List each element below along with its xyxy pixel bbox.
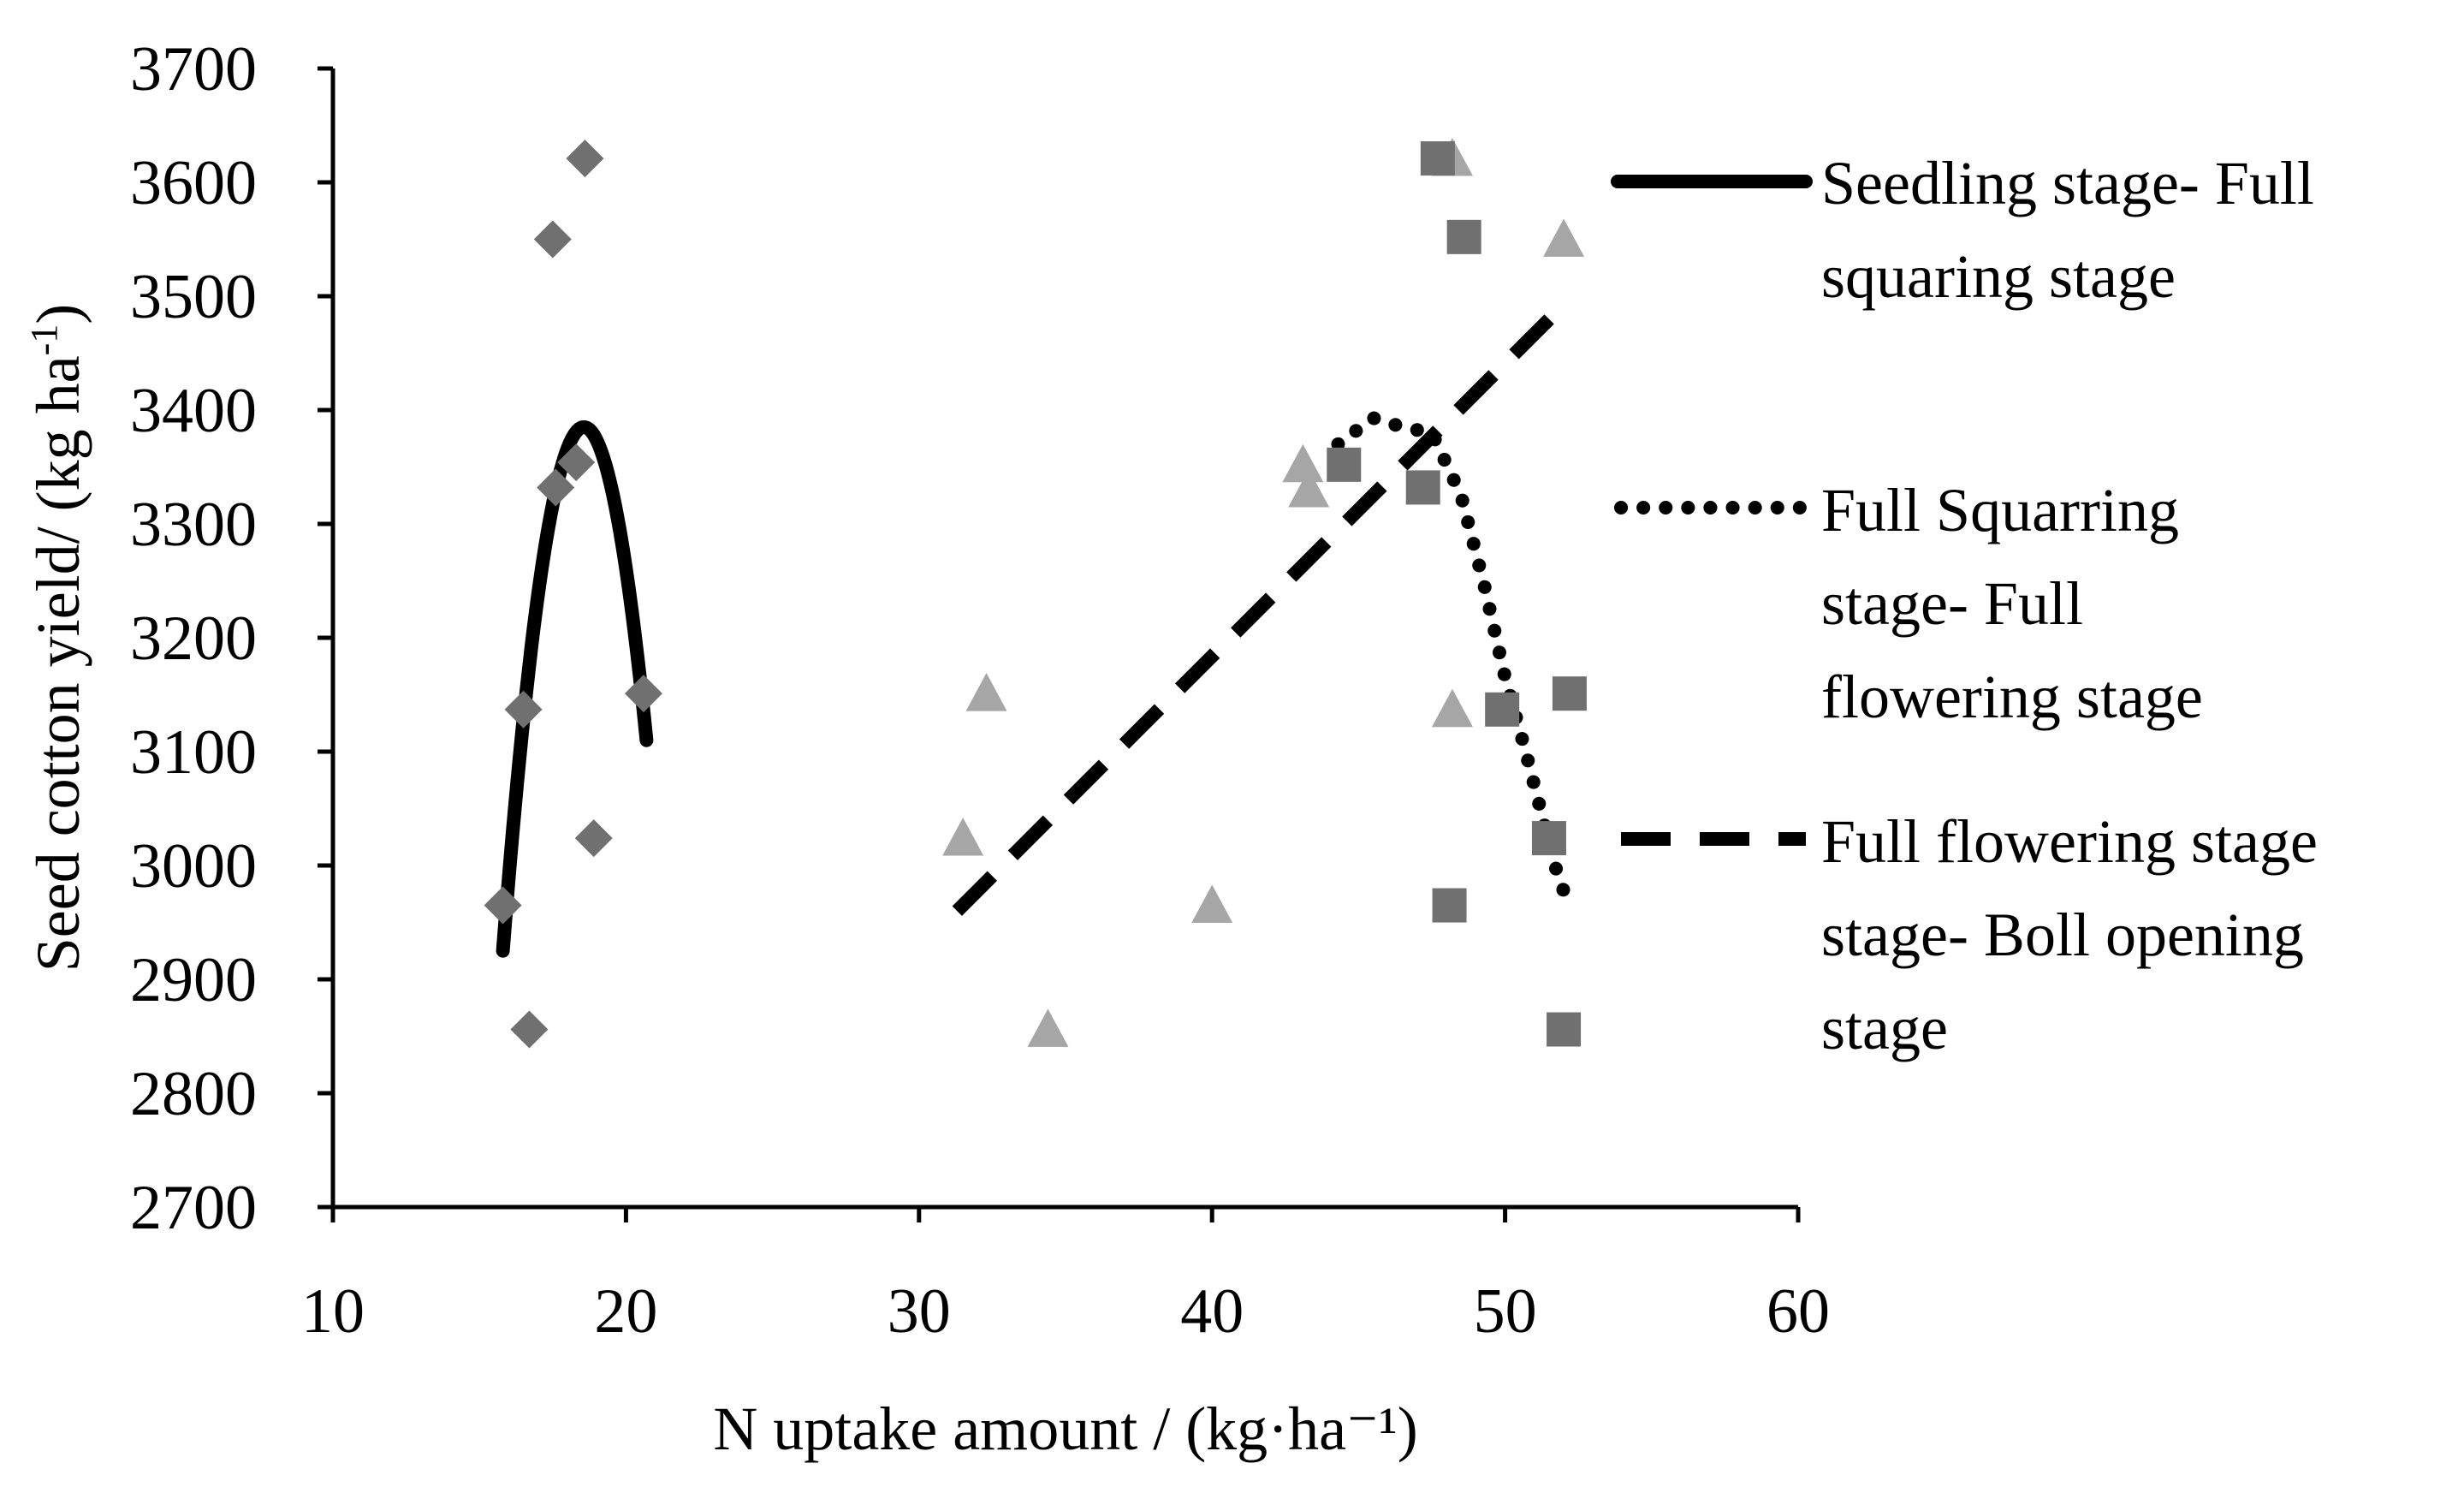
y-axis-title-main: Seed cotton yield/ (kg ha — [24, 355, 92, 972]
x-tick-label: 60 — [1766, 1276, 1830, 1347]
y-tick-label: 3400 — [130, 376, 257, 446]
y-axis-title: Seed cotton yield/ (kg ha-1) — [23, 304, 92, 972]
x-tick-label: 10 — [301, 1276, 365, 1347]
triangle-marker — [1288, 469, 1330, 508]
legend-label-flowering-2: stage- Boll opening — [1821, 901, 2304, 969]
y-tick-label: 3000 — [130, 831, 257, 901]
legend-label-flowering-3: stage — [1821, 994, 1948, 1062]
y-axis-title-sup: -1 — [23, 324, 65, 356]
legend-label-squaring-3: flowering stage — [1821, 663, 2203, 731]
trend-lines — [496, 302, 1574, 958]
trend-line-series-3 — [952, 302, 1566, 916]
diamond-marker — [624, 675, 662, 713]
square-marker — [1485, 692, 1520, 727]
diamond-marker — [574, 819, 613, 858]
diamond-marker — [537, 468, 575, 507]
x-ticks: 10 20 30 40 50 60 — [301, 1207, 1830, 1347]
legend-label-seedling-1: Seedling stage- Full — [1821, 149, 2314, 217]
triangle-marker — [1431, 688, 1473, 728]
y-tick-label: 3200 — [130, 604, 257, 674]
y-tick-label: 3700 — [130, 34, 257, 104]
diamond-marker — [504, 690, 543, 729]
triangle-marker — [965, 673, 1007, 711]
triangle-marker — [1282, 443, 1324, 483]
square-marker — [1432, 888, 1467, 923]
square-marker — [1531, 821, 1566, 856]
data-points — [484, 138, 1587, 1049]
diamond-marker — [533, 220, 572, 259]
trend-line-series-2 — [1331, 410, 1574, 907]
y-axis-title-close: ) — [24, 304, 92, 324]
square-marker — [1552, 676, 1587, 711]
x-tick-label: 20 — [594, 1276, 657, 1347]
legend-label-squaring-2: stage- Full — [1821, 569, 2083, 638]
trend-line-series-1 — [496, 419, 654, 958]
y-tick-label: 3300 — [130, 490, 257, 560]
y-tick-label: 3600 — [130, 148, 257, 218]
y-tick-label: 2900 — [130, 945, 257, 1015]
x-tick-label: 50 — [1474, 1276, 1537, 1347]
triangle-marker — [1543, 218, 1585, 257]
diamond-marker — [510, 1010, 549, 1049]
triangle-marker — [942, 818, 984, 856]
diamond-marker — [566, 140, 604, 178]
triangle-marker — [1027, 1008, 1069, 1047]
x-tick-label: 30 — [888, 1276, 951, 1347]
y-tick-label: 3100 — [130, 717, 257, 788]
y-tick-label: 3500 — [130, 262, 257, 332]
diamond-marker — [557, 443, 596, 482]
square-marker — [1446, 219, 1481, 254]
y-tick-label: 2800 — [130, 1059, 257, 1129]
y-ticks: 2700 2800 2900 3000 3100 3200 3300 3400 3500 3600… — [130, 34, 333, 1243]
square-marker — [1547, 1012, 1582, 1047]
square-marker — [1420, 141, 1455, 176]
x-tick-label: 40 — [1180, 1276, 1244, 1347]
legend: Seedling stage- Full squaring stage Full… — [1611, 149, 2318, 1062]
square-marker — [1405, 470, 1440, 505]
diamond-marker — [484, 886, 522, 925]
x-axis-title: N uptake amount / (kg·ha⁻¹) — [713, 1395, 1417, 1463]
square-marker — [1327, 447, 1362, 482]
y-tick-label: 2700 — [130, 1173, 257, 1243]
legend-label-seedling-2: squaring stage — [1821, 242, 2176, 311]
legend-label-squaring-1: Full Squarring — [1821, 476, 2179, 544]
legend-label-flowering-1: Full flowering stage — [1821, 807, 2318, 876]
triangle-marker — [1191, 884, 1233, 923]
